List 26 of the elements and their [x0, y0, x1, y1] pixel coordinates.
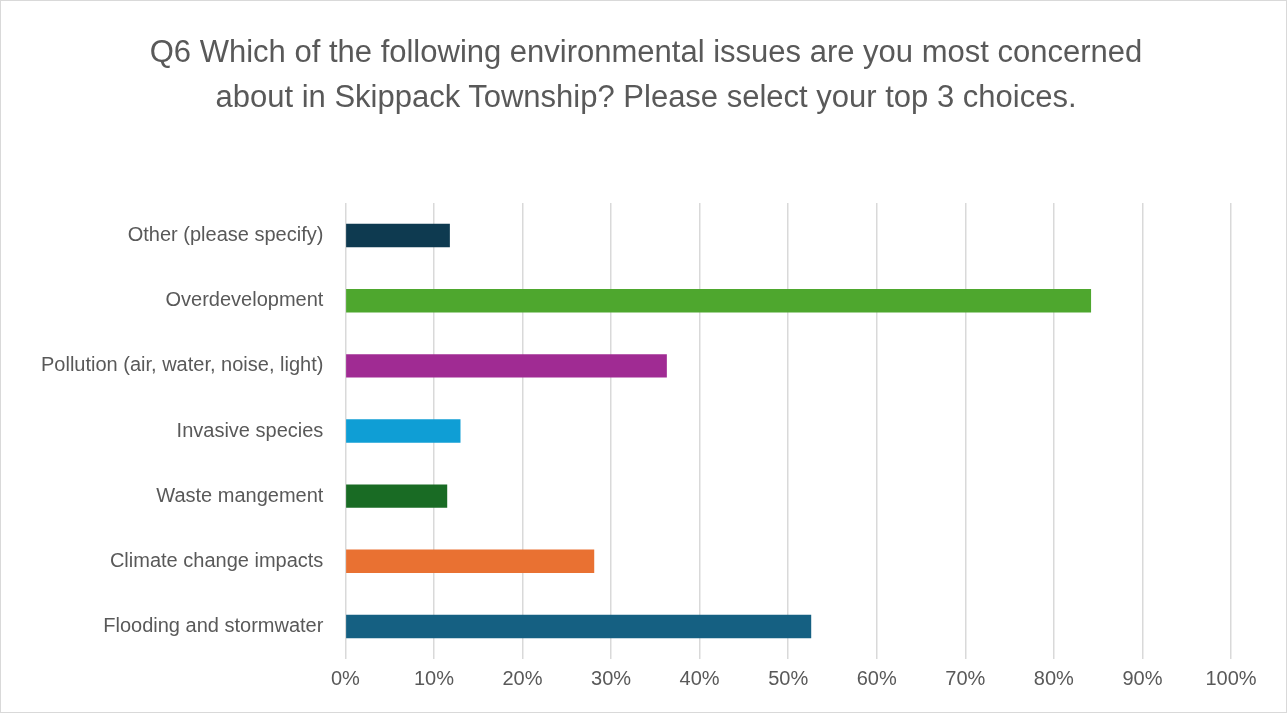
bar	[346, 419, 461, 443]
y-tick-label: Invasive species	[176, 418, 324, 441]
x-tick-label: 0%	[330, 666, 361, 689]
bar	[346, 288, 1092, 313]
y-tick-label: Pollution (air, water, noise, light)	[40, 353, 324, 376]
bar	[346, 223, 450, 248]
x-tick-label: 80%	[1033, 666, 1075, 689]
bar	[346, 354, 667, 378]
chart-title: Q6 Which of the following environmental issues are you most concerned about in Skippack Township? Please select your top 3 choices.	[148, 33, 1144, 116]
y-tick-label: Overdevelopment	[165, 288, 324, 311]
y-tick-label: Flooding and stormwater	[103, 613, 324, 636]
x-tick-label: 60%	[856, 666, 897, 689]
y-tick-label: Climate change impacts	[109, 548, 324, 571]
y-tick-label: Waste mangement	[156, 483, 324, 506]
x-tick-label: 90%	[1122, 666, 1163, 689]
x-tick-label: 30%	[591, 666, 632, 689]
x-tick-label: 10%	[413, 666, 455, 689]
x-tick-label: 50%	[768, 666, 809, 689]
x-tick-label: 100%	[1205, 666, 1257, 689]
y-tick-label: Other (please specify)	[127, 223, 324, 246]
x-tick-label: 40%	[679, 666, 720, 689]
bar	[346, 614, 812, 639]
x-tick-label: 70%	[945, 666, 986, 689]
bar	[346, 484, 448, 508]
x-tick-label: 20%	[502, 666, 543, 689]
bar	[346, 549, 595, 574]
